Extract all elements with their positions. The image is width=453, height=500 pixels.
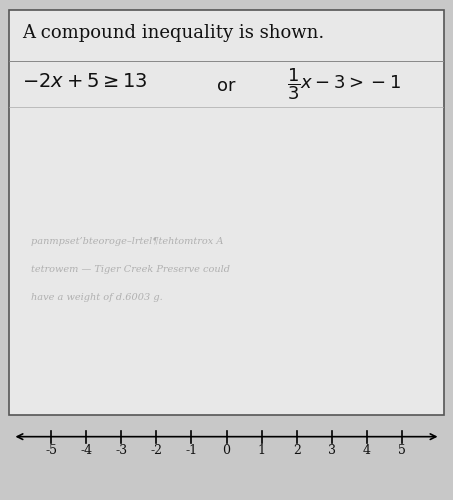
Text: $-2x + 5 \geq 13$: $-2x + 5 \geq 13$ [22, 73, 148, 91]
Text: -5: -5 [45, 444, 57, 457]
Text: A compound inequality is shown.: A compound inequality is shown. [22, 24, 324, 42]
Text: 5: 5 [398, 444, 406, 457]
Text: 3: 3 [328, 444, 336, 457]
Text: -4: -4 [80, 444, 92, 457]
Text: tetrowem — Tiger Creek Preserve could: tetrowem — Tiger Creek Preserve could [31, 265, 230, 274]
Text: 1: 1 [258, 444, 265, 457]
Text: -1: -1 [185, 444, 198, 457]
Text: panmpset’bteoroge–lrtel¶tehtomtrox A: panmpset’bteoroge–lrtel¶tehtomtrox A [31, 237, 223, 246]
Text: -3: -3 [115, 444, 127, 457]
Text: $\dfrac{1}{3}x - 3 > -1$: $\dfrac{1}{3}x - 3 > -1$ [287, 66, 401, 102]
Text: -2: -2 [150, 444, 162, 457]
Text: 0: 0 [222, 444, 231, 457]
Text: have a weight of d.6003 g.: have a weight of d.6003 g. [31, 294, 163, 302]
FancyBboxPatch shape [9, 10, 444, 415]
Text: $\mathrm{or}$: $\mathrm{or}$ [216, 77, 237, 95]
Text: 4: 4 [363, 444, 371, 457]
Text: 2: 2 [293, 444, 301, 457]
